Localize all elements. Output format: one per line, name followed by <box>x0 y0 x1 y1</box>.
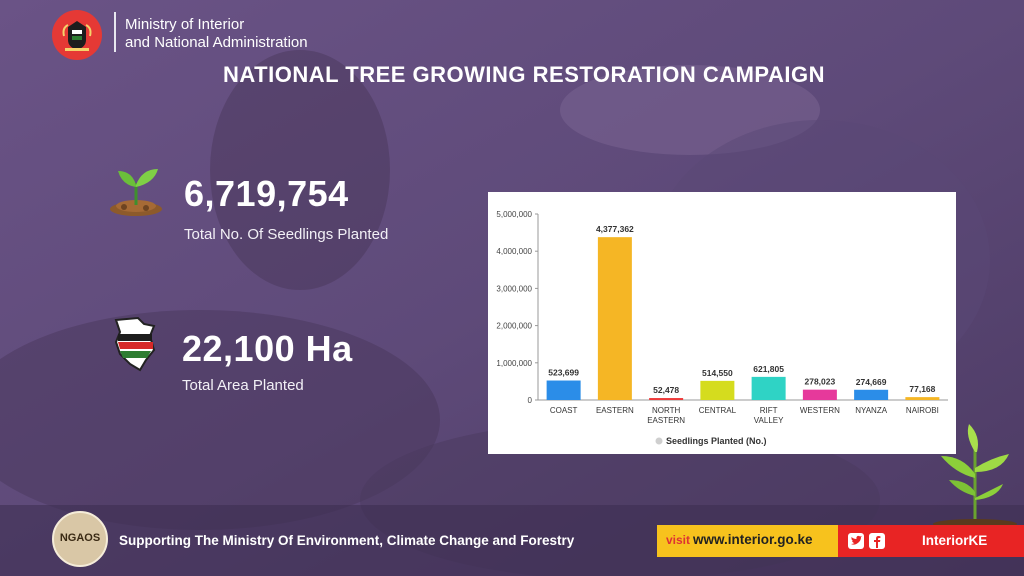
x-category-label: EASTERN <box>596 406 634 415</box>
kenya-coat-of-arms-icon <box>52 10 102 60</box>
website-banner[interactable] <box>657 525 838 557</box>
x-category-label: NAIROBI <box>906 406 939 415</box>
ministry-line-1: Ministry of Interior <box>125 16 245 33</box>
visit-label: visit <box>666 533 691 547</box>
bar <box>751 376 786 400</box>
header-divider <box>114 12 116 52</box>
social-handle[interactable]: InteriorKE <box>922 533 988 548</box>
bar-value-label: 514,550 <box>702 368 733 378</box>
y-tick-label: 4,000,000 <box>496 247 532 256</box>
y-tick-label: 0 <box>528 396 533 405</box>
y-tick-label: 3,000,000 <box>496 284 532 293</box>
bar-value-label: 621,805 <box>753 364 784 374</box>
bar-value-label: 274,669 <box>856 377 887 387</box>
bar <box>546 380 581 400</box>
ngaos-logo <box>52 511 108 567</box>
bar <box>802 389 837 400</box>
legend-label: Seedlings Planted (No.) <box>666 436 767 446</box>
y-tick-label: 5,000,000 <box>496 210 532 219</box>
y-tick-label: 1,000,000 <box>496 359 532 368</box>
x-category-label: EASTERN <box>647 416 685 425</box>
ngaos-logo-label: NGAOS <box>59 532 101 544</box>
area-total-value: 22,100 Ha <box>182 328 353 369</box>
area-total-label: Total Area Planted <box>182 377 304 394</box>
x-category-label: RIFT <box>760 406 778 415</box>
x-category-label: CENTRAL <box>699 406 737 415</box>
bar <box>649 398 684 400</box>
bar <box>597 237 632 400</box>
legend-marker <box>655 437 663 445</box>
bar-value-label: 523,699 <box>548 368 579 378</box>
bar <box>854 389 889 400</box>
website-link[interactable]: www.interior.go.ke <box>693 532 813 547</box>
seedlings-by-region-chart-panel: 0 1,000,000 2,000,000 3,000,000 4,000,000 5,0… <box>488 192 956 454</box>
seedlings-total-label: Total No. Of Seedlings Planted <box>184 226 389 243</box>
supporting-ministry-text: Supporting The Ministry Of Environment, … <box>119 533 575 548</box>
bar <box>700 380 735 400</box>
bar-value-label: 52,478 <box>653 385 679 395</box>
bar-value-label: 4,377,362 <box>596 224 634 234</box>
x-category-label: WESTERN <box>800 406 840 415</box>
bar-value-label: 77,168 <box>909 384 935 394</box>
young-plant-decoration <box>933 424 1017 528</box>
bar-value-label: 278,023 <box>805 377 836 387</box>
facebook-icon[interactable] <box>869 533 885 549</box>
x-category-label: COAST <box>550 406 578 415</box>
ministry-line-2: and National Administration <box>125 34 308 51</box>
seedlings-total-value: 6,719,754 <box>184 173 349 214</box>
x-category-label: NORTH <box>652 406 681 415</box>
y-tick-label: 2,000,000 <box>496 322 532 331</box>
x-category-label: NYANZA <box>855 406 888 415</box>
twitter-icon[interactable] <box>848 533 864 549</box>
seedling-icon <box>108 163 164 219</box>
x-category-label: VALLEY <box>754 416 784 425</box>
campaign-title: NATIONAL TREE GROWING RESTORATION CAMPAI… <box>223 62 825 87</box>
bar <box>905 397 940 400</box>
kenya-map-icon <box>110 314 160 372</box>
ministry-name: Ministry of Interior and National Admini… <box>125 16 308 52</box>
seedlings-by-region-chart: 0 1,000,000 2,000,000 3,000,000 4,000,000 5,0… <box>496 210 948 446</box>
